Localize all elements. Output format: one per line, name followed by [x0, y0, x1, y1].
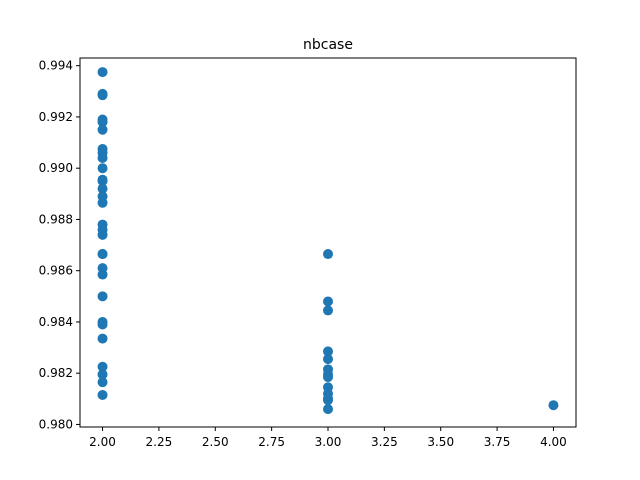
y-tick-label: 0.982 — [39, 366, 73, 380]
data-point — [97, 90, 108, 101]
y-tick-label: 0.984 — [39, 315, 73, 329]
x-tick-label: 2.50 — [202, 435, 229, 449]
y-tick-label: 0.986 — [39, 264, 73, 278]
y-axis-ticks: 0.980 0.982 0.984 0.986 0.988 0.990 0.992 0.994 — [39, 59, 80, 431]
data-point — [323, 372, 333, 383]
x-axis-ticks: 2.00 2.25 2.50 2.75 3.00 3.25 3.50 3.75 4.00 — [89, 427, 567, 449]
data-point — [97, 117, 108, 128]
data-point — [97, 333, 108, 344]
data-point — [97, 229, 108, 240]
chart-title: nbcase — [303, 37, 353, 53]
data-point — [323, 395, 333, 406]
plot-frame — [79, 57, 577, 428]
data-point — [323, 404, 333, 415]
data-points — [97, 67, 559, 415]
data-point — [323, 346, 333, 357]
data-point — [548, 400, 559, 411]
data-point — [323, 305, 333, 316]
data-point — [97, 67, 108, 78]
y-tick-label: 0.994 — [39, 59, 73, 73]
data-point — [323, 249, 333, 260]
x-tick-label: 2.75 — [258, 435, 285, 449]
data-point — [97, 197, 108, 208]
y-tick-label: 0.988 — [39, 212, 73, 226]
x-tick-label: 3.25 — [371, 435, 398, 449]
data-point — [97, 176, 108, 186]
data-point — [97, 377, 108, 388]
y-tick-label: 0.980 — [39, 417, 73, 431]
data-point — [97, 269, 108, 280]
data-point — [97, 152, 108, 163]
data-point — [97, 389, 108, 400]
x-tick-label: 3.75 — [484, 435, 511, 449]
x-tick-label: 3.00 — [315, 435, 342, 449]
data-point — [97, 291, 108, 302]
data-point — [97, 319, 108, 330]
data-point — [97, 163, 108, 174]
data-point — [97, 124, 108, 135]
data-point — [97, 361, 108, 372]
x-tick-label: 2.00 — [89, 435, 116, 449]
data-point — [323, 354, 333, 365]
data-point — [97, 369, 108, 380]
data-point — [323, 296, 333, 307]
y-tick-label: 0.992 — [39, 110, 73, 124]
x-tick-label: 2.25 — [146, 435, 173, 449]
data-point — [97, 249, 108, 260]
y-tick-label: 0.990 — [39, 161, 73, 175]
data-point — [97, 183, 108, 194]
x-tick-label: 4.00 — [540, 435, 567, 449]
x-tick-label: 3.50 — [427, 435, 454, 449]
